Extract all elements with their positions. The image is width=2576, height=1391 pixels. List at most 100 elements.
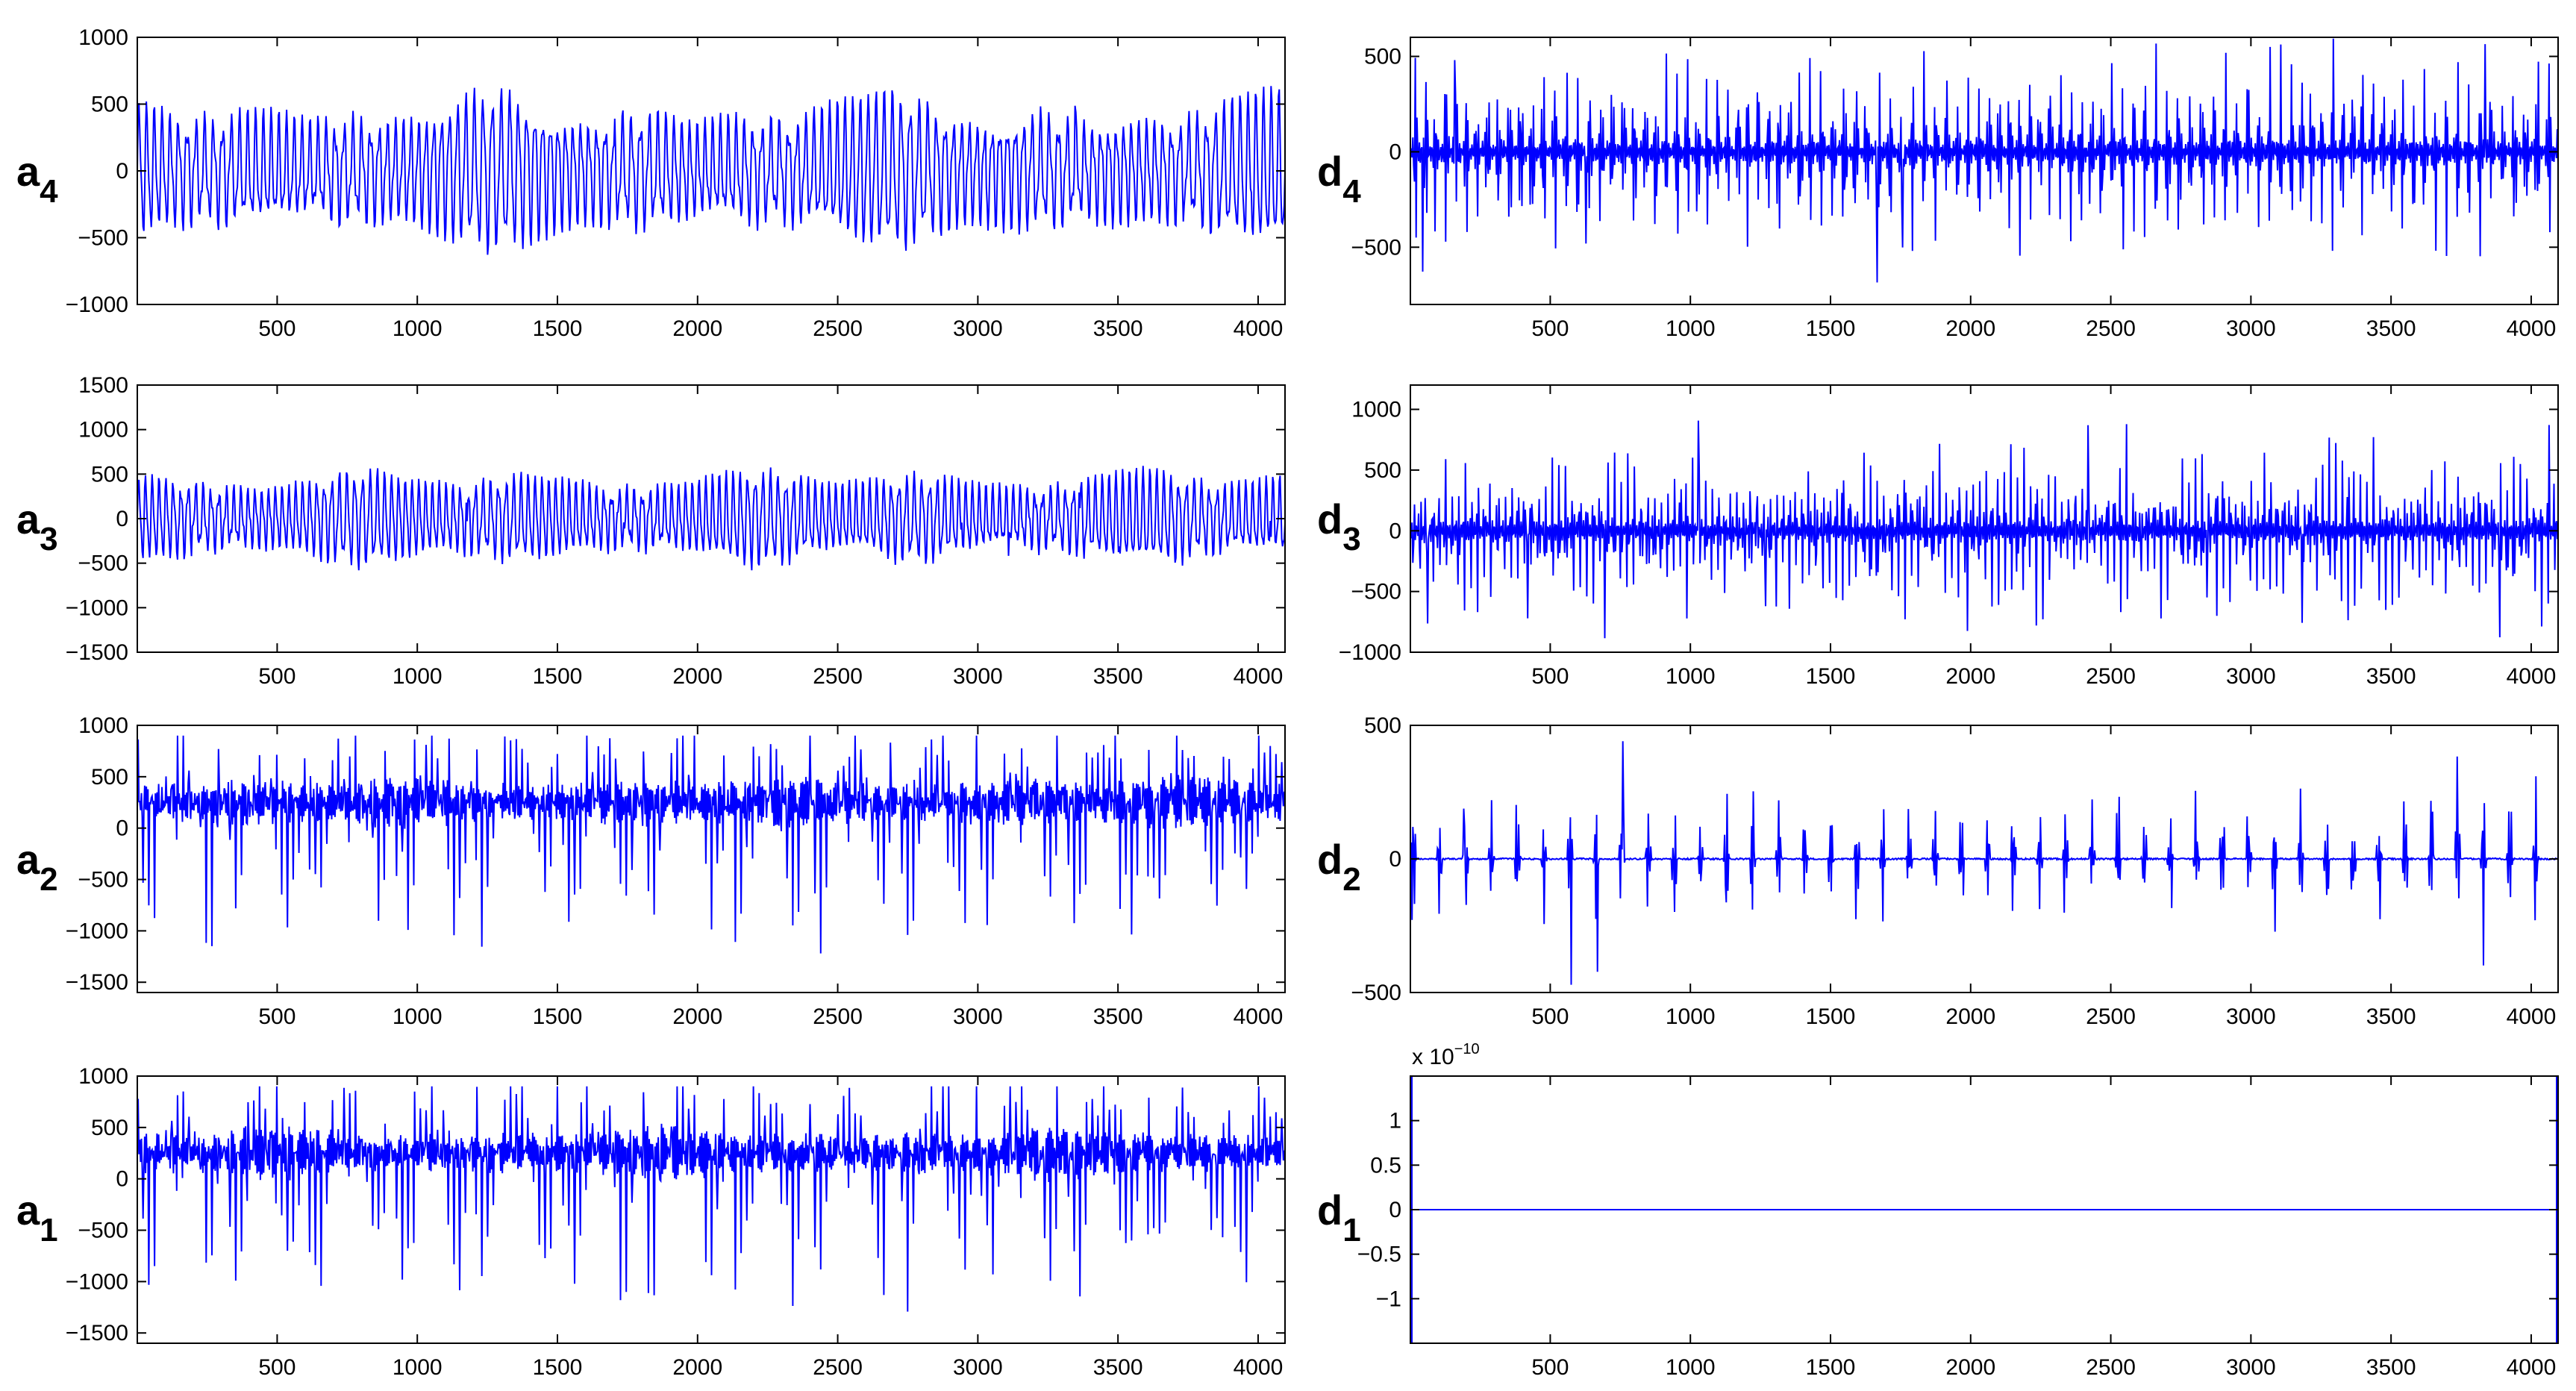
x-tick-label-d3-2500: 2500 [2086,664,2136,689]
x-tick-label-a4-500: 500 [258,316,296,341]
x-tick-label-a3-3000: 3000 [953,664,1003,689]
x-tick-label-a3-1000: 1000 [393,664,443,689]
x-tick-label-a3-2500: 2500 [813,664,863,689]
y-tick-label-d4-0: −500 [1351,235,1401,260]
x-tick-label-a2-3000: 3000 [953,1004,1003,1029]
x-tick-label-a2-2000: 2000 [672,1004,722,1029]
x-tick-label-a1-500: 500 [258,1355,296,1380]
series-line-d3 [1410,420,2558,639]
x-tick-label-a1-2500: 2500 [813,1355,863,1380]
y-tick-label-a4-0: −1000 [66,293,128,317]
scale-exponent-d1: −10 [1454,1041,1480,1057]
x-tick-label-d2-3000: 3000 [2226,1004,2276,1029]
y-tick-label-d2-2: 500 [1364,713,1401,738]
y-tick-label-a4-4: 1000 [78,25,128,50]
series-line-d2 [1410,741,2558,985]
x-tick-label-a4-3000: 3000 [953,316,1003,341]
x-tick-label-d4-3500: 3500 [2366,316,2416,341]
panel-label-a1: a1 [16,1187,58,1248]
x-tick-label-d4-1500: 1500 [1806,316,1856,341]
y-tick-label-d1-2: 0 [1389,1198,1401,1222]
x-tick-label-d1-2000: 2000 [1945,1355,1995,1380]
panel-d4: 500 1000 1500 2000 2500 3000 3500 4000 −500 0 500 d… [1317,37,2559,341]
y-tick-label-a4-2: 0 [116,159,128,184]
y-tick-label-d1-0: −1 [1376,1287,1401,1311]
axes-frame-a1 [137,1075,1286,1344]
x-tick-label-d3-4000: 4000 [2507,664,2557,689]
axes-frame-a2 [137,725,1286,993]
y-tick-label-a2-2: −500 [78,868,128,893]
x-tick-label-d2-4000: 4000 [2507,1004,2557,1029]
x-tick-label-d2-2500: 2500 [2086,1004,2136,1029]
y-tick-label-a4-1: −500 [78,226,128,251]
x-tick-label-a4-2500: 2500 [813,316,863,341]
y-tick-label-d1-1: −0.5 [1357,1242,1401,1267]
y-tick-label-a3-4: 500 [91,462,128,487]
x-tick-label-a2-2500: 2500 [813,1004,863,1029]
x-tick-label-a1-3500: 3500 [1093,1355,1143,1380]
panel-label-d2: d2 [1317,836,1361,898]
panel-a1: 500 1000 1500 2000 2500 3000 3500 4000−1500−100… [16,1064,1286,1380]
x-tick-label-a4-1500: 1500 [533,316,583,341]
panel-a3: 500 1000 1500 2000 2500 3000 3500 4000−1500−100… [16,373,1286,689]
x-tick-label-d2-2000: 2000 [1945,1004,1995,1029]
y-tick-label-d3-2: 0 [1389,519,1401,543]
x-tick-label-d4-4000: 4000 [2507,316,2557,341]
y-tick-label-a3-1: −1000 [66,596,128,620]
y-tick-label-a1-3: 0 [116,1167,128,1192]
panel-label-subscript-a2: 2 [40,861,57,898]
x-tick-label-a4-2000: 2000 [672,316,722,341]
y-tick-label-a3-2: −500 [78,551,128,576]
y-tick-label-a3-3: 0 [116,507,128,531]
x-tick-label-a4-1000: 1000 [393,316,443,341]
x-tick-label-d3-1000: 1000 [1666,664,1716,689]
x-tick-label-d1-3500: 3500 [2366,1355,2416,1380]
x-tick-label-d2-3500: 3500 [2366,1004,2416,1029]
panel-d3: 500 1000 1500 2000 2500 3000 3500 4000−1000−500… [1317,384,2559,689]
x-tick-label-a2-1500: 1500 [533,1004,583,1029]
x-tick-label-a2-500: 500 [258,1004,296,1029]
y-tick-label-a1-2: −500 [78,1219,128,1243]
y-tick-label-d3-1: −500 [1351,580,1401,604]
x-tick-label-a2-1000: 1000 [393,1004,443,1029]
x-tick-label-a2-3500: 3500 [1093,1004,1143,1029]
panel-label-d3: d3 [1317,496,1361,557]
x-tick-label-d1-1500: 1500 [1806,1355,1856,1380]
panel-label-a3: a3 [16,496,58,557]
panel-label-subscript-d4: 4 [1342,173,1361,210]
y-tick-label-d3-3: 500 [1364,458,1401,483]
x-tick-label-d3-3500: 3500 [2366,664,2416,689]
y-tick-label-a3-5: 1000 [78,418,128,443]
x-tick-label-a4-4000: 4000 [1234,316,1284,341]
y-tick-label-d3-0: −1000 [1339,640,1401,665]
x-tick-label-a3-2000: 2000 [672,664,722,689]
y-tick-label-d2-0: −500 [1351,981,1401,1005]
series-line-a1 [137,1086,1285,1312]
panel-label-subscript-d1: 1 [1342,1212,1360,1248]
x-tick-label-d4-1000: 1000 [1666,316,1716,341]
x-tick-label-a4-3500: 3500 [1093,316,1143,341]
y-tick-label-a2-0: −1500 [66,970,128,995]
x-tick-label-d1-3000: 3000 [2226,1355,2276,1380]
y-tick-label-a2-3: 0 [116,816,128,841]
x-tick-label-d1-500: 500 [1531,1355,1569,1380]
x-tick-label-d3-3000: 3000 [2226,664,2276,689]
x-tick-label-d4-3000: 3000 [2226,316,2276,341]
panel-label-a2: a2 [16,836,58,898]
y-tick-label-d1-3: 0.5 [1370,1153,1401,1178]
axes-frame-d3 [1410,384,2559,653]
y-tick-label-d3-4: 1000 [1351,398,1401,422]
x-tick-label-d2-1000: 1000 [1666,1004,1716,1029]
y-tick-label-a1-0: −1500 [66,1321,128,1345]
y-tick-label-d1-4: 1 [1389,1109,1401,1134]
x-tick-label-d1-2500: 2500 [2086,1355,2136,1380]
panel-label-subscript-a1: 1 [40,1212,57,1248]
panel-label-d4: d4 [1317,148,1361,210]
x-tick-label-a1-2000: 2000 [672,1355,722,1380]
panel-a2: 500 1000 1500 2000 2500 3000 3500 4000−1500−100… [16,713,1286,1029]
x-tick-label-d3-2000: 2000 [1945,664,1995,689]
x-tick-label-a1-3000: 3000 [953,1355,1003,1380]
series-line-a3 [137,466,1285,571]
x-tick-label-a1-1000: 1000 [393,1355,443,1380]
